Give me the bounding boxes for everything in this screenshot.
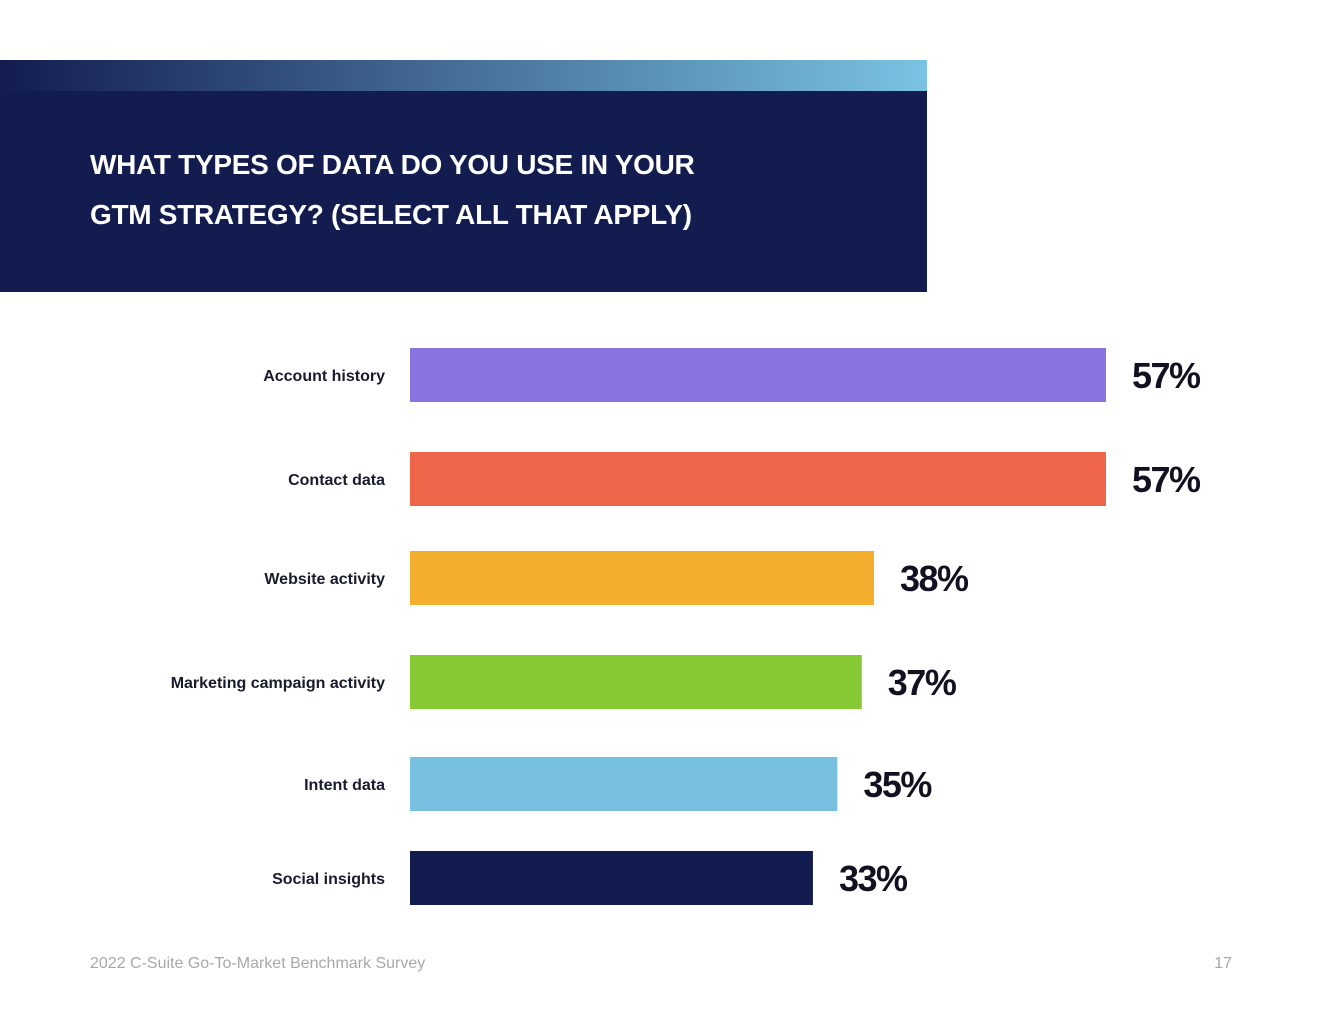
- category-label-contact-data: Contact data: [288, 472, 385, 489]
- bar-marketing-campaign-activity: [410, 655, 862, 709]
- category-label-intent-data: Intent data: [304, 777, 385, 794]
- category-label-account-history: Account history: [263, 368, 385, 385]
- value-label-social-insights: 33%: [839, 858, 908, 899]
- category-label-website-activity: Website activity: [264, 571, 385, 588]
- title-banner: [0, 91, 927, 292]
- page-number: 17: [1214, 955, 1232, 972]
- value-label-website-activity: 38%: [900, 558, 969, 599]
- value-label-intent-data: 35%: [863, 764, 932, 805]
- header-gradient-strip: [0, 60, 927, 91]
- value-label-contact-data: 57%: [1132, 459, 1201, 500]
- value-label-account-history: 57%: [1132, 355, 1201, 396]
- bar-intent-data: [410, 757, 838, 811]
- bar-contact-data: [410, 452, 1106, 506]
- title-line-2: GTM strategy? (Select all that apply): [90, 199, 692, 230]
- category-label-marketing-campaign-activity: Marketing campaign activity: [171, 675, 385, 692]
- page-title: What types of data do you use in your GT…: [90, 140, 850, 240]
- bar-social-insights: [410, 851, 813, 905]
- title-line-1: What types of data do you use in your: [90, 149, 695, 180]
- footer-survey-name: 2022 C-Suite Go-To-Market Benchmark Surv…: [90, 955, 426, 972]
- bar-account-history: [410, 348, 1106, 402]
- value-label-marketing-campaign-activity: 37%: [888, 662, 957, 703]
- bar-website-activity: [410, 551, 874, 605]
- category-label-social-insights: Social insights: [272, 871, 385, 888]
